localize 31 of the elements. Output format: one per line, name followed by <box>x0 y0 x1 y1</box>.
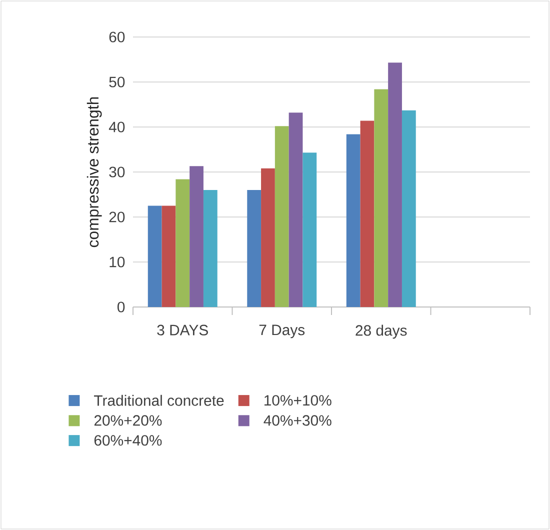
y-tick-label: 30 <box>109 166 125 178</box>
bar <box>203 190 218 307</box>
x-tick-label: 28 days <box>356 324 407 339</box>
y-tick-label: 20 <box>109 212 125 222</box>
legend-label: 20%+20% <box>94 415 162 426</box>
bar <box>302 152 317 307</box>
y-tick-label: 10 <box>110 256 125 268</box>
bar <box>261 168 275 307</box>
bar <box>176 179 190 307</box>
y-tick-label: 50 <box>109 76 125 88</box>
bar <box>346 134 360 307</box>
legend-label: 40%+30% <box>264 415 332 426</box>
bar <box>360 120 374 307</box>
y-axis-title: compressive strength <box>86 97 102 248</box>
bar <box>274 126 289 307</box>
y-tick-label: 40 <box>108 122 125 132</box>
bar <box>162 206 176 307</box>
legend-label: Traditional concrete <box>94 394 224 406</box>
x-tick-label: 7 Days <box>259 324 305 338</box>
bar <box>402 110 416 307</box>
bar <box>190 166 204 307</box>
bar <box>288 112 303 307</box>
y-tick-label: 0 <box>117 302 125 312</box>
bar <box>148 206 162 307</box>
legend-label: 10%+10% <box>264 395 332 406</box>
x-tick-label: 3 DAYS <box>157 324 208 336</box>
bar <box>374 89 388 307</box>
bar <box>388 62 402 307</box>
legend-label: 60%+40% <box>94 435 162 446</box>
y-tick-label: 60 <box>109 32 125 42</box>
bar <box>247 190 262 307</box>
